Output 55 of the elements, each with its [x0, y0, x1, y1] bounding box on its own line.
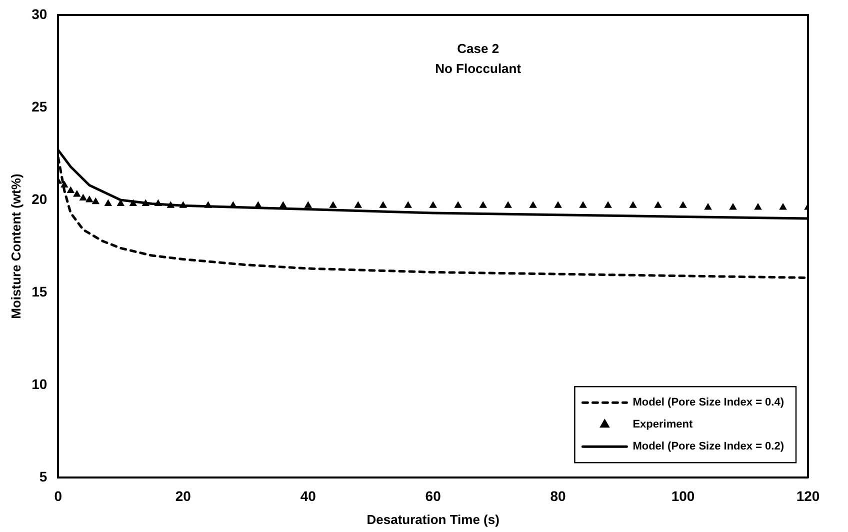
point — [142, 200, 150, 206]
x-axis-title: Desaturation Time (s) — [366, 512, 500, 527]
point — [704, 203, 712, 210]
y-axis-title: Moisture Content (wt%) — [8, 174, 24, 319]
point — [154, 200, 162, 206]
point — [304, 202, 312, 208]
annotation: No Flocculant — [435, 61, 522, 76]
point — [680, 202, 687, 208]
point — [580, 202, 587, 208]
y-tick-label: 25 — [32, 98, 48, 114]
point — [404, 202, 412, 208]
legend-label: Experiment — [632, 418, 693, 431]
point — [630, 202, 637, 208]
point — [330, 202, 337, 208]
point — [554, 202, 562, 208]
point — [67, 186, 74, 194]
x-tick-label: 20 — [175, 488, 192, 504]
point — [430, 202, 437, 208]
point — [167, 202, 174, 208]
point — [280, 202, 287, 208]
x-tick-label: 40 — [300, 488, 316, 504]
point — [454, 202, 462, 208]
point — [104, 200, 112, 206]
x-tick-label: 60 — [425, 488, 442, 504]
point — [80, 194, 87, 200]
point — [254, 202, 262, 208]
point — [654, 202, 662, 208]
point — [204, 202, 212, 208]
point — [604, 202, 612, 208]
point — [530, 202, 537, 208]
point — [130, 200, 137, 206]
legend-label: Model (Pore Size Index = 0.2) — [632, 440, 784, 453]
x-tick-label: 100 — [671, 488, 695, 504]
annotation: Case 2 — [457, 41, 500, 56]
point — [92, 198, 100, 204]
legend-label: Model (Pore Size Index = 0.4) — [632, 396, 784, 409]
point — [480, 202, 487, 208]
y-tick-label: 15 — [32, 283, 48, 300]
x-tick-label: 0 — [54, 488, 62, 504]
y-tick-label: 10 — [32, 376, 48, 392]
point — [180, 202, 187, 208]
point — [86, 196, 93, 202]
point — [380, 202, 387, 208]
point — [779, 203, 787, 210]
x-tick-label: 80 — [550, 488, 566, 504]
y-tick-label: 20 — [32, 190, 48, 207]
y-tick-label: 5 — [39, 468, 48, 484]
point — [73, 190, 80, 197]
point — [354, 202, 362, 208]
y-tick-label: 30 — [32, 6, 48, 22]
x-tick-label: 120 — [796, 488, 820, 504]
point — [729, 203, 737, 210]
point — [754, 203, 762, 210]
point — [117, 200, 124, 206]
point — [504, 202, 512, 208]
